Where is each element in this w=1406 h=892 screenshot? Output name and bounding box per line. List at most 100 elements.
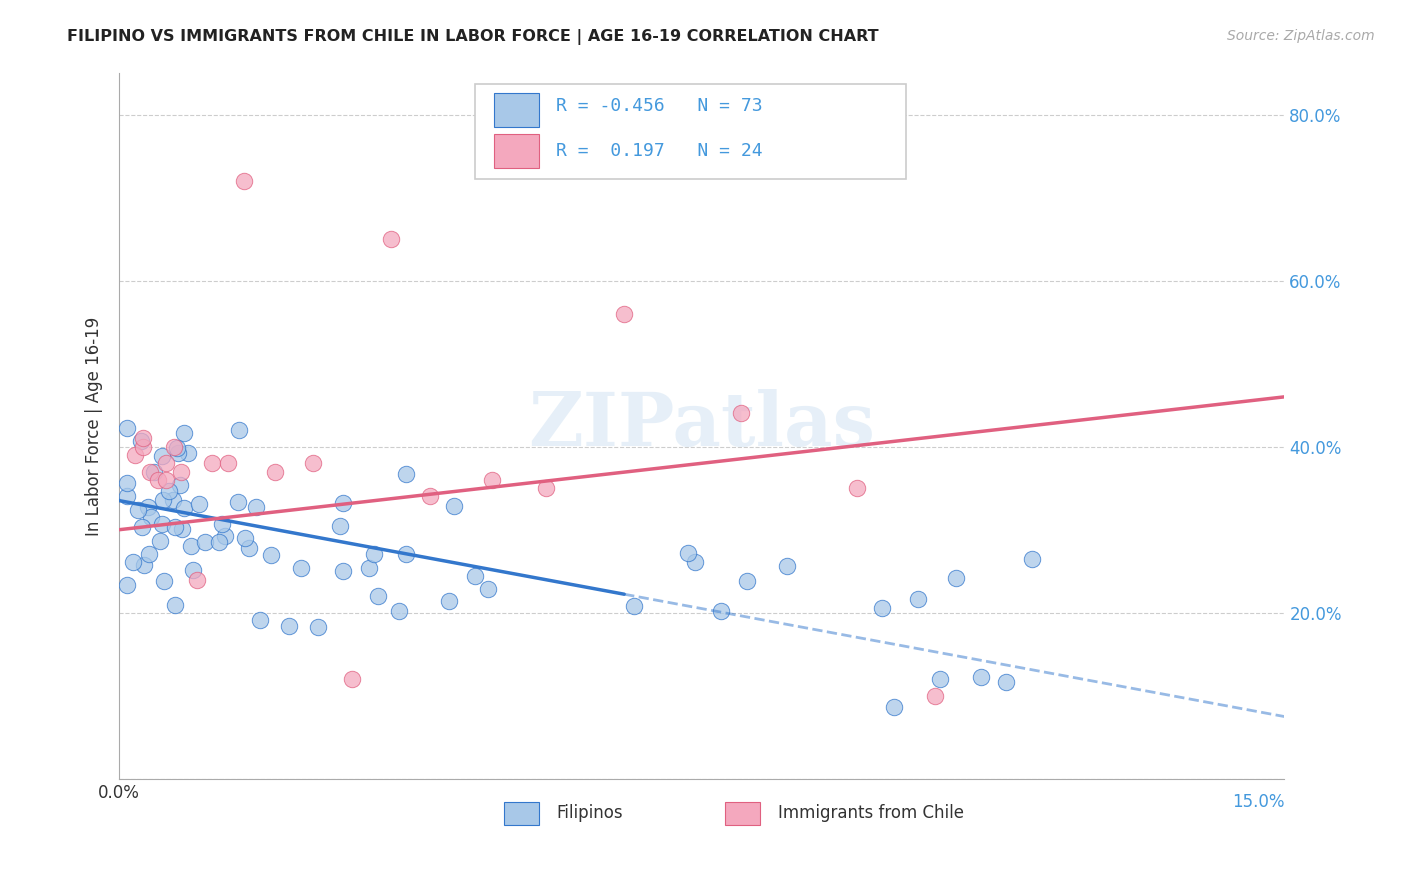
Point xyxy=(232,174,254,188)
Point xyxy=(124,448,146,462)
Point xyxy=(870,600,893,615)
Point xyxy=(127,502,149,516)
Point xyxy=(138,547,160,561)
Point xyxy=(683,555,706,569)
Point xyxy=(332,564,354,578)
Point xyxy=(357,561,380,575)
Point xyxy=(208,535,231,549)
Point xyxy=(477,582,499,596)
Point xyxy=(177,445,200,459)
Point xyxy=(153,574,176,588)
Bar xyxy=(495,135,538,169)
Point xyxy=(115,489,138,503)
Point xyxy=(170,465,193,479)
Point xyxy=(162,492,184,507)
Point xyxy=(970,670,993,684)
Point xyxy=(388,604,411,618)
Point xyxy=(115,577,138,591)
Point xyxy=(138,500,160,514)
Point xyxy=(165,520,187,534)
Point xyxy=(131,520,153,534)
Point xyxy=(238,541,260,555)
Point xyxy=(329,518,352,533)
Point xyxy=(883,699,905,714)
Point xyxy=(180,539,202,553)
Point xyxy=(307,620,329,634)
Point xyxy=(155,456,177,470)
Point xyxy=(165,598,187,612)
Point xyxy=(995,674,1018,689)
Text: Source: ZipAtlas.com: Source: ZipAtlas.com xyxy=(1227,29,1375,43)
Point xyxy=(214,529,236,543)
Point xyxy=(163,440,186,454)
Point xyxy=(152,492,174,507)
Point xyxy=(131,440,153,454)
Point xyxy=(443,499,465,513)
Point xyxy=(211,517,233,532)
Point xyxy=(233,531,256,545)
Point xyxy=(678,546,700,560)
FancyBboxPatch shape xyxy=(475,84,905,179)
Bar xyxy=(495,93,538,127)
Point xyxy=(150,449,173,463)
Y-axis label: In Labor Force | Age 16-19: In Labor Force | Age 16-19 xyxy=(86,317,103,535)
Point xyxy=(186,573,208,587)
Text: R = -0.456   N = 73: R = -0.456 N = 73 xyxy=(557,96,763,115)
Point xyxy=(166,442,188,456)
Point xyxy=(929,672,952,686)
Point xyxy=(367,589,389,603)
Point xyxy=(710,604,733,618)
Point xyxy=(155,473,177,487)
Point xyxy=(263,465,285,479)
Point xyxy=(150,516,173,531)
Point xyxy=(481,473,503,487)
Point xyxy=(167,446,190,460)
Point xyxy=(907,592,929,607)
Point xyxy=(380,232,402,246)
Text: Filipinos: Filipinos xyxy=(557,805,623,822)
Point xyxy=(131,431,153,445)
Point xyxy=(363,547,385,561)
Point xyxy=(201,456,224,470)
Point xyxy=(139,509,162,524)
Point xyxy=(115,421,138,435)
Point xyxy=(143,465,166,479)
Point xyxy=(187,498,209,512)
Point xyxy=(945,571,967,585)
Point xyxy=(419,490,441,504)
Point xyxy=(846,481,869,495)
Point xyxy=(613,307,636,321)
Text: Immigrants from Chile: Immigrants from Chile xyxy=(778,805,963,822)
Point xyxy=(302,456,325,470)
Point xyxy=(623,599,645,614)
Point xyxy=(132,558,155,572)
Point xyxy=(536,481,558,495)
Point xyxy=(157,484,180,499)
Point xyxy=(332,496,354,510)
Point xyxy=(277,619,299,633)
Point xyxy=(169,478,191,492)
Point xyxy=(464,569,486,583)
Point xyxy=(245,500,267,514)
Text: R =  0.197   N = 24: R = 0.197 N = 24 xyxy=(557,142,763,160)
Point xyxy=(217,456,239,470)
Point xyxy=(146,473,169,487)
Point xyxy=(172,522,194,536)
Point xyxy=(121,555,143,569)
Point xyxy=(290,561,312,575)
Bar xyxy=(725,802,761,825)
Point xyxy=(139,465,162,479)
Point xyxy=(260,548,283,562)
Text: FILIPINO VS IMMIGRANTS FROM CHILE IN LABOR FORCE | AGE 16-19 CORRELATION CHART: FILIPINO VS IMMIGRANTS FROM CHILE IN LAB… xyxy=(67,29,879,45)
Point xyxy=(149,534,172,549)
Point xyxy=(395,467,418,481)
Point xyxy=(775,559,797,574)
Point xyxy=(342,672,364,686)
Point xyxy=(437,594,460,608)
Point xyxy=(735,574,758,589)
Point xyxy=(395,547,418,561)
Bar xyxy=(503,802,538,825)
Point xyxy=(173,501,195,516)
Point xyxy=(730,407,752,421)
Point xyxy=(183,563,205,577)
